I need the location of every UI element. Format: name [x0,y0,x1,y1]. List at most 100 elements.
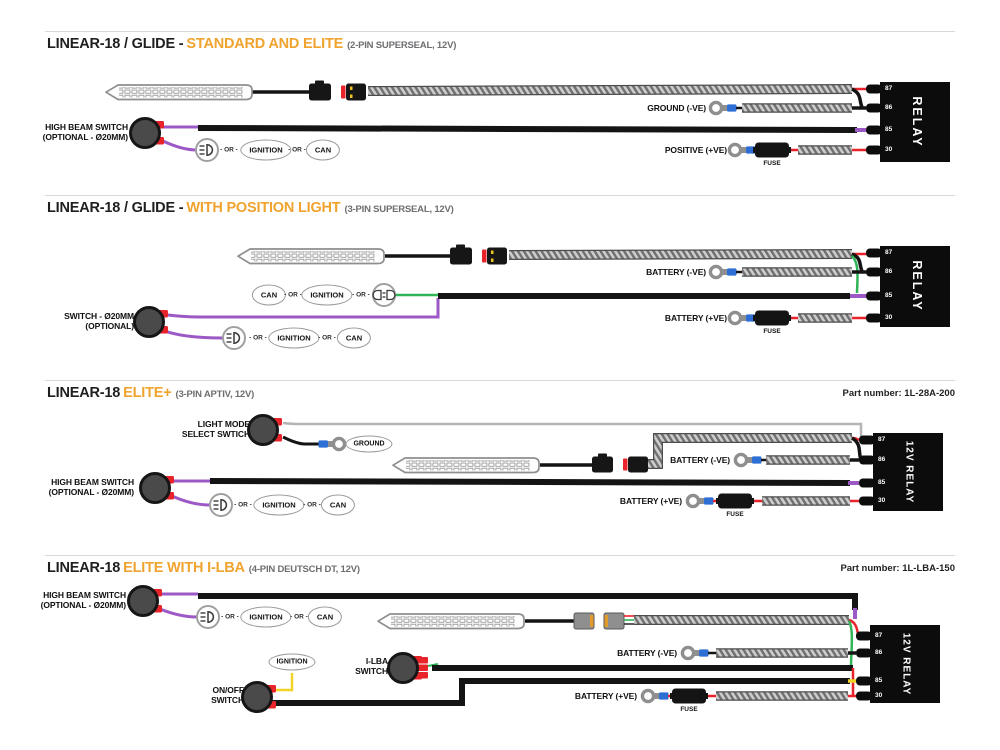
relay-pin-30: 30 [885,314,893,321]
ignition-badge-standalone: IGNITION [268,653,316,671]
can-badge: CAN [320,494,356,516]
high-beam-icon [195,138,219,162]
relay [856,625,940,703]
or-text: - OR - [303,501,321,509]
or-text: - OR - [352,291,370,299]
ring-terminal-positive [727,142,758,158]
ilba-switch-knob [387,652,424,684]
title-main: LINEAR-18 [47,385,121,401]
connector-b [603,612,625,630]
title-main: LINEAR-18 / GLIDE - [47,36,184,52]
title-highlight: STANDARD AND ELITE [186,36,344,52]
relay-pin-87: 87 [878,436,886,443]
ignition-badge: IGNITION [240,606,292,628]
s4-diagram [127,585,940,713]
high-beam-icon [222,326,246,350]
onoff-switch-label: ON/OFF [212,685,244,695]
or-text: - OR - [290,613,308,621]
ignition-badge: IGNITION [253,494,305,516]
ground-label: GROUND (-VE) [647,103,706,113]
ring-terminal-battery-neg [680,645,711,661]
relay-pin-85: 85 [885,126,893,133]
positive-label: POSITIVE (+VE) [664,145,727,155]
can-badge: CAN [307,606,343,628]
battery-neg-label: BATTERY (-VE) [646,267,706,277]
high-beam-switch-knob [139,472,176,504]
connector-a [309,83,331,101]
led-light-bar [237,248,385,265]
title-main: LINEAR-18 [47,560,121,576]
s1-diagram [105,80,950,162]
led-light-bar [105,84,253,101]
or-text: - OR - [284,291,302,299]
wiring-loom [648,434,852,468]
battery-pos-label: BATTERY (+VE) [574,691,637,701]
can-badge: CAN [305,139,341,161]
wiring-loom [508,250,853,259]
onoff-line [272,678,850,706]
fuse-label: FUSE [763,328,781,335]
ring-terminal-battery-neg [708,264,739,280]
ring-terminal-ground [316,436,347,452]
relay-pin-85: 85 [878,479,886,486]
jumper-87-86 [851,87,864,108]
high-beam-switch-label: HIGH BEAM SWITCH [45,122,128,132]
high-beam-switch-label2: (OPTIONAL - Ø20MM) [40,600,127,610]
can-badge: CAN [251,284,287,306]
section-1-title: LINEAR-18 / GLIDE - STANDARD AND ELITE (2-… [47,36,456,52]
trigger-line [197,125,857,133]
relay-pin-86: 86 [878,456,886,463]
switch-label: SWITCH - Ø20MM [64,311,134,321]
ring-terminal-battery-pos [727,310,758,326]
switch-knob [133,306,170,338]
relay-label: 12V RELAY [900,632,912,696]
connector-a [573,612,595,630]
position-light-wire [851,255,859,294]
fuse [716,493,754,509]
part-number: Part number: 1L-LBA-150 [840,563,955,574]
led-light-bar [392,457,540,474]
relay-label: 12V RELAY [903,440,915,504]
high-beam-switch-label: HIGH BEAM SWITCH [51,477,134,487]
part-number: Part number: 1L-28A-200 [842,388,955,399]
or-text: - OR - [249,334,267,342]
title-highlight: WITH POSITION LIGHT [186,200,341,216]
section-divider [45,555,955,556]
trigger-line [209,478,851,486]
high-beam-switch-label2: (OPTIONAL - Ø20MM) [48,487,135,497]
connector-b [487,247,507,265]
section-divider [45,195,955,196]
relay-pin-30: 30 [875,692,883,699]
title-subtitle: (4-PIN DEUTSCH DT, 12V) [248,564,360,575]
high-beam-icon [196,605,220,629]
section-2-title: LINEAR-18 / GLIDE - WITH POSITION LIGHT (3… [47,200,454,216]
relay-pin-86: 86 [875,649,883,656]
or-text: - OR - [221,613,239,621]
or-text: - OR - [220,146,238,154]
relay-pin-87: 87 [885,249,893,256]
ring-terminal-battery-pos [640,688,671,704]
title-subtitle: (3-PIN SUPERSEAL, 12V) [344,204,454,215]
battery-pos-label: BATTERY (+VE) [619,496,682,506]
relay-pin-30: 30 [885,146,893,153]
relay-pin-85: 85 [885,292,893,299]
relay [866,82,950,162]
relay-label: RELAY [910,260,924,312]
relay-pin-30: 30 [878,497,886,504]
s2-diagram [133,244,950,350]
ignition-badge: IGNITION [301,284,353,306]
high-beam-switch-knob [127,585,164,617]
section-divider [45,380,955,381]
fuse [753,310,791,326]
fuse [670,688,708,704]
relay-label: RELAY [910,96,924,148]
ignition-badge: IGNITION [268,327,320,349]
ignition-wire [271,673,294,692]
fuse-label: FUSE [680,706,698,713]
onoff-switch-knob [241,681,278,713]
onoff-switch-label2: SWITCH [211,695,244,705]
relay-pin-86: 86 [885,268,893,275]
high-beam-icon [209,493,233,517]
connector-a [450,247,472,265]
